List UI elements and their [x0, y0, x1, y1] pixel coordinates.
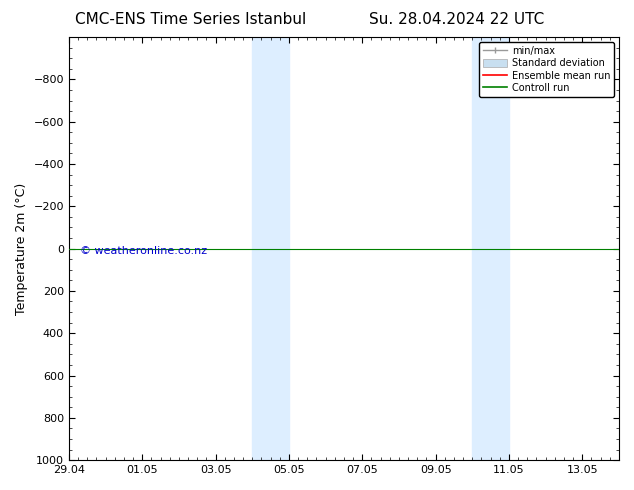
- Bar: [271, 37, 289, 460]
- Bar: [252, 37, 271, 460]
- Text: Su. 28.04.2024 22 UTC: Su. 28.04.2024 22 UTC: [369, 12, 544, 27]
- Legend: min/max, Standard deviation, Ensemble mean run, Controll run: min/max, Standard deviation, Ensemble me…: [479, 42, 614, 97]
- Text: © weatheronline.co.nz: © weatheronline.co.nz: [80, 246, 207, 256]
- Y-axis label: Temperature 2m (°C): Temperature 2m (°C): [15, 182, 28, 315]
- Bar: [472, 37, 491, 460]
- Text: CMC-ENS Time Series Istanbul: CMC-ENS Time Series Istanbul: [75, 12, 306, 27]
- Bar: [491, 37, 509, 460]
